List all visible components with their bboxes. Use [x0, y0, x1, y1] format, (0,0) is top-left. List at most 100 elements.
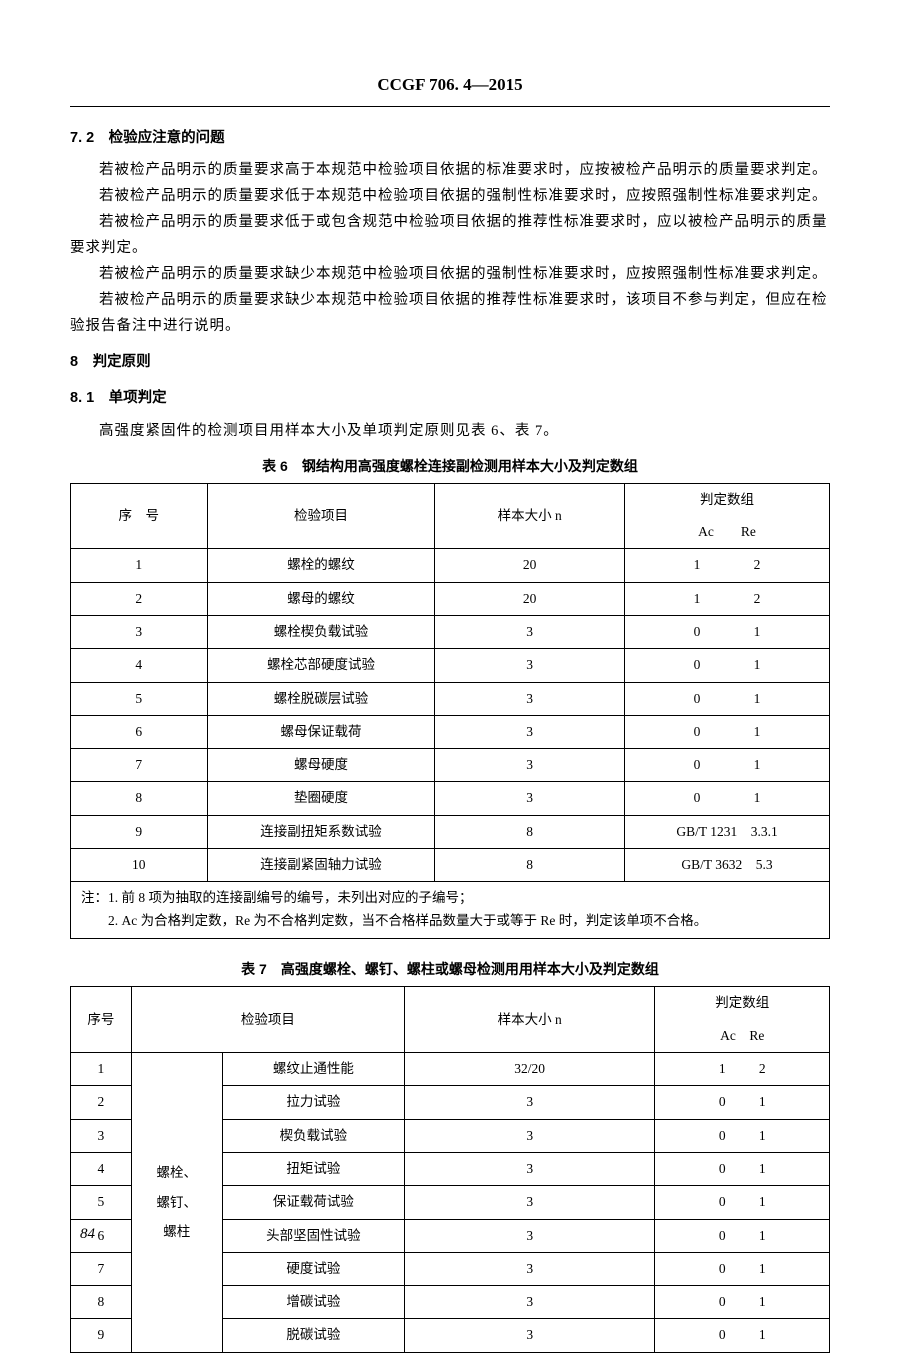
cell-acre: 01 — [655, 1252, 830, 1285]
para: 若被检产品明示的质量要求低于或包含规范中检验项目依据的推荐性标准要求时，应以被检… — [70, 209, 830, 261]
cell-seq: 8 — [71, 1286, 132, 1319]
cell-seq: 5 — [71, 1186, 132, 1219]
cell-sample: 3 — [435, 749, 625, 782]
table-row: 4螺栓芯部硬度试验301 — [71, 649, 830, 682]
cell-acre: 01 — [625, 649, 830, 682]
cell-sample: 3 — [435, 682, 625, 715]
cell-seq: 9 — [71, 815, 208, 848]
section-8-1-heading: 8. 1 单项判定 — [70, 385, 830, 411]
section-7-2-heading: 7. 2 检验应注意的问题 — [70, 125, 830, 151]
table-row: 8垫圈硬度301 — [71, 782, 830, 815]
cell-item: 螺栓楔负载试验 — [207, 616, 435, 649]
section-8-heading: 8 判定原则 — [70, 349, 830, 375]
table7: 序号 检验项目 样本大小 n 判定数组 Ac Re 1螺栓、 螺钉、 螺柱螺纹止… — [70, 986, 830, 1352]
cell-seq: 6 — [71, 715, 208, 748]
cell-sample: 3 — [404, 1119, 654, 1152]
col-ac-re: Ac Re — [625, 516, 830, 549]
cell-item: 垫圈硬度 — [207, 782, 435, 815]
cell-sample: 3 — [435, 715, 625, 748]
cell-acre: 01 — [655, 1119, 830, 1152]
para: 若被检产品明示的质量要求缺少本规范中检验项目依据的强制性标准要求时，应按照强制性… — [70, 261, 830, 287]
table-row: 2螺母的螺纹2012 — [71, 582, 830, 615]
cell-sample: 32/20 — [404, 1053, 654, 1086]
cell-sample: 20 — [435, 549, 625, 582]
document-code: CCGF 706. 4—2015 — [70, 70, 830, 101]
para: 若被检产品明示的质量要求高于本规范中检验项目依据的标准要求时，应按被检产品明示的… — [70, 157, 830, 183]
table6: 序 号 检验项目 样本大小 n 判定数组 Ac Re 1螺栓的螺纹20122螺母… — [70, 483, 830, 939]
cell-sample: 3 — [404, 1086, 654, 1119]
cell-acre: 01 — [625, 782, 830, 815]
cell-seq: 2 — [71, 582, 208, 615]
cell-seq: 8 — [71, 782, 208, 815]
cell-item: 螺母的螺纹 — [207, 582, 435, 615]
col-group: 判定数组 — [655, 987, 830, 1020]
cell-sample: 3 — [404, 1286, 654, 1319]
header-rule — [70, 106, 830, 107]
cell-acre: 01 — [625, 682, 830, 715]
col-ac-re: Ac Re — [655, 1020, 830, 1053]
cell-sample: 8 — [435, 815, 625, 848]
cell-acre: 01 — [655, 1219, 830, 1252]
cell-item: 扭矩试验 — [222, 1152, 404, 1185]
cell-item: 螺母保证载荷 — [207, 715, 435, 748]
cell-seq: 2 — [71, 1086, 132, 1119]
cell-item: 螺纹止通性能 — [222, 1053, 404, 1086]
table-row: 7螺母硬度301 — [71, 749, 830, 782]
cell-sample: 20 — [435, 582, 625, 615]
cell-acre: 01 — [655, 1086, 830, 1119]
col-group: 判定数组 — [625, 483, 830, 516]
cell-item: 螺母硬度 — [207, 749, 435, 782]
cell-sample: 3 — [404, 1152, 654, 1185]
cell-sample: 3 — [404, 1252, 654, 1285]
cell-item: 脱碳试验 — [222, 1319, 404, 1352]
cell-seq: 3 — [71, 616, 208, 649]
cell-item: 拉力试验 — [222, 1086, 404, 1119]
cell-acre: 12 — [655, 1053, 830, 1086]
cell-seq: 3 — [71, 1119, 132, 1152]
cell-acre: 01 — [655, 1152, 830, 1185]
cell-seq: 1 — [71, 1053, 132, 1086]
col-item: 检验项目 — [207, 483, 435, 549]
cell-rowgroup: 螺栓、 螺钉、 螺柱 — [131, 1053, 222, 1353]
col-seq: 序 号 — [71, 483, 208, 549]
para: 若被检产品明示的质量要求缺少本规范中检验项目依据的推荐性标准要求时，该项目不参与… — [70, 287, 830, 339]
cell-acre: 01 — [625, 616, 830, 649]
cell-sample: 3 — [404, 1219, 654, 1252]
cell-seq: 10 — [71, 849, 208, 882]
table-header-row: 序号 检验项目 样本大小 n 判定数组 — [71, 987, 830, 1020]
cell-item: 螺栓的螺纹 — [207, 549, 435, 582]
cell-acre: GB/T 1231 3.3.1 — [625, 815, 830, 848]
cell-acre: 01 — [625, 715, 830, 748]
cell-seq: 7 — [71, 749, 208, 782]
cell-item: 增碳试验 — [222, 1286, 404, 1319]
col-sample: 样本大小 n — [404, 987, 654, 1053]
cell-item: 头部坚固性试验 — [222, 1219, 404, 1252]
cell-acre: GB/T 3632 5.3 — [625, 849, 830, 882]
cell-seq: 1 — [71, 549, 208, 582]
cell-item: 螺栓脱碳层试验 — [207, 682, 435, 715]
cell-acre: 01 — [655, 1319, 830, 1352]
cell-item: 楔负载试验 — [222, 1119, 404, 1152]
cell-seq: 7 — [71, 1252, 132, 1285]
cell-acre: 01 — [625, 749, 830, 782]
cell-sample: 8 — [435, 849, 625, 882]
cell-acre: 12 — [625, 549, 830, 582]
table6-footnote: 注：1. 前 8 项为抽取的连接副编号的编号，未列出对应的子编号； 2. Ac … — [71, 882, 830, 939]
table-header-row: 序 号 检验项目 样本大小 n 判定数组 — [71, 483, 830, 516]
cell-item: 硬度试验 — [222, 1252, 404, 1285]
cell-acre: 01 — [655, 1286, 830, 1319]
cell-item: 螺栓芯部硬度试验 — [207, 649, 435, 682]
cell-item: 连接副扭矩系数试验 — [207, 815, 435, 848]
table-row: 5螺栓脱碳层试验301 — [71, 682, 830, 715]
table7-caption: 表 7 高强度螺栓、螺钉、螺柱或螺母检测用用样本大小及判定数组 — [70, 957, 830, 982]
cell-seq: 9 — [71, 1319, 132, 1352]
col-item: 检验项目 — [131, 987, 404, 1053]
table-row: 10连接副紧固轴力试验8GB/T 3632 5.3 — [71, 849, 830, 882]
para: 高强度紧固件的检测项目用样本大小及单项判定原则见表 6、表 7。 — [70, 418, 830, 444]
table-row: 1螺栓的螺纹2012 — [71, 549, 830, 582]
table6-caption: 表 6 钢结构用高强度螺栓连接副检测用样本大小及判定数组 — [70, 454, 830, 479]
table-row: 6螺母保证载荷301 — [71, 715, 830, 748]
cell-seq: 4 — [71, 1152, 132, 1185]
cell-sample: 3 — [435, 616, 625, 649]
cell-acre: 01 — [655, 1186, 830, 1219]
